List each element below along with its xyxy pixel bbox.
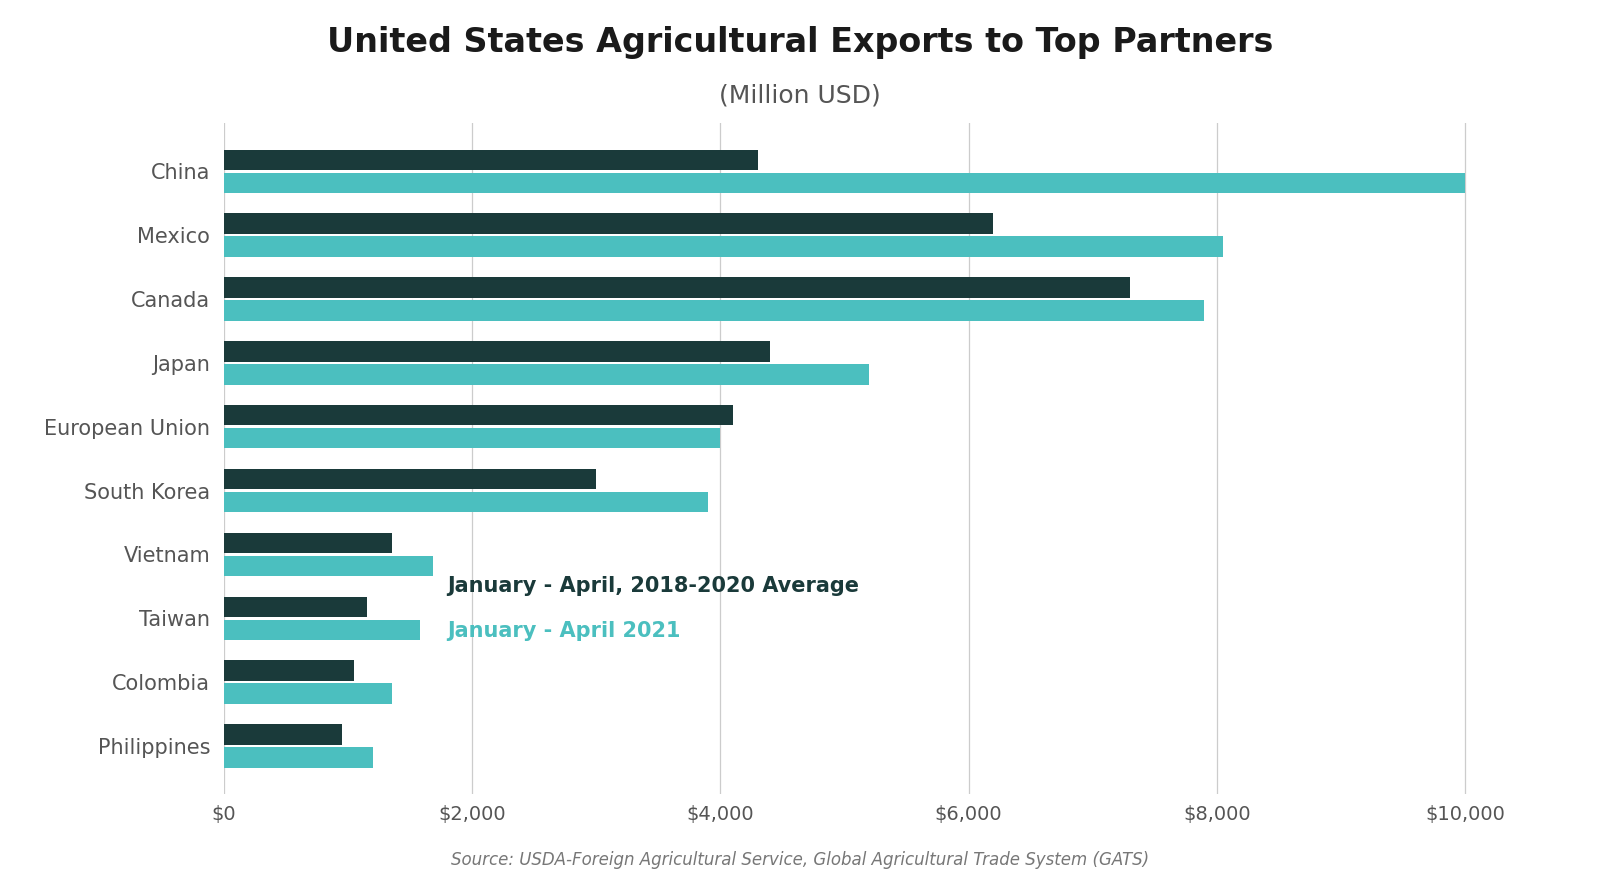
- Bar: [224, 533, 392, 553]
- Bar: [224, 661, 354, 681]
- Text: United States Agricultural Exports to Top Partners: United States Agricultural Exports to To…: [326, 26, 1274, 59]
- Bar: [224, 747, 373, 767]
- Bar: [224, 619, 421, 640]
- Bar: [224, 492, 709, 512]
- Bar: [224, 341, 770, 362]
- Bar: [224, 724, 342, 744]
- Bar: [224, 405, 733, 425]
- Text: January - April, 2018-2020 Average: January - April, 2018-2020 Average: [448, 576, 859, 596]
- Text: January - April 2021: January - April 2021: [448, 621, 682, 641]
- Text: Source: USDA-Foreign Agricultural Service, Global Agricultural Trade System (GAT: Source: USDA-Foreign Agricultural Servic…: [451, 851, 1149, 869]
- Bar: [224, 300, 1205, 321]
- Bar: [224, 469, 597, 490]
- Bar: [224, 364, 869, 385]
- Bar: [224, 428, 720, 448]
- Bar: [224, 596, 366, 617]
- Bar: [224, 236, 1222, 257]
- Bar: [224, 277, 1130, 298]
- Bar: [224, 173, 1466, 193]
- Bar: [224, 150, 758, 170]
- Bar: [224, 213, 994, 234]
- Text: (Million USD): (Million USD): [718, 84, 882, 108]
- Bar: [224, 684, 392, 704]
- Bar: [224, 556, 432, 576]
